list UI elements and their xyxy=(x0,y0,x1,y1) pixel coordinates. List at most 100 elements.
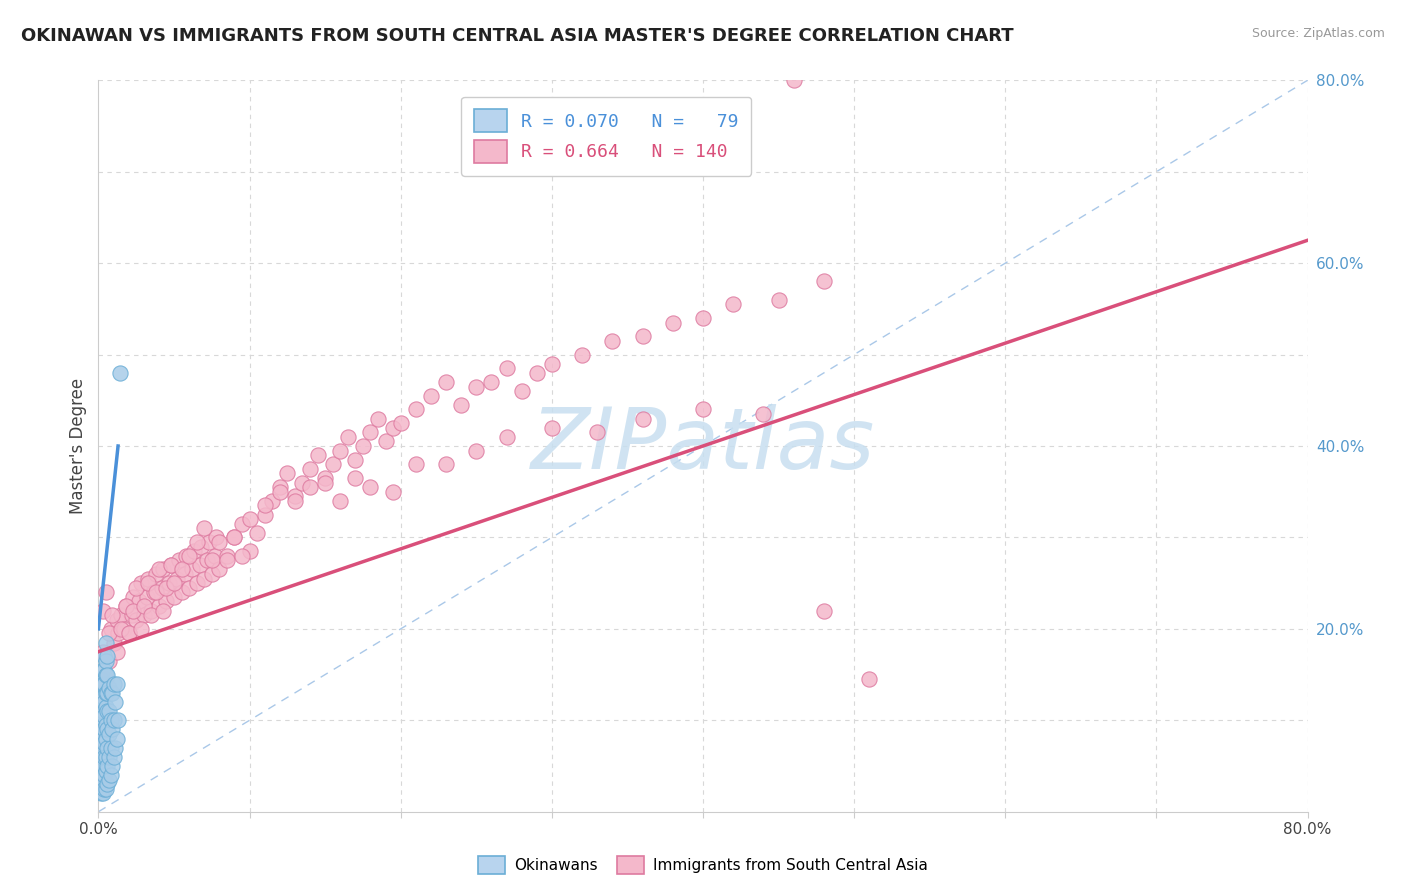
Point xyxy=(91,645,114,659)
Point xyxy=(692,310,714,325)
Point xyxy=(96,649,118,664)
Point xyxy=(495,430,517,444)
Point xyxy=(163,590,186,604)
Point xyxy=(125,581,148,595)
Point xyxy=(136,572,159,586)
Point xyxy=(90,777,112,791)
Point xyxy=(231,549,253,563)
Point xyxy=(96,723,118,737)
Point xyxy=(314,471,336,485)
Point xyxy=(98,626,121,640)
Point xyxy=(98,749,121,764)
Point xyxy=(105,645,128,659)
Point xyxy=(329,494,352,508)
Point xyxy=(215,553,238,567)
Point xyxy=(465,443,488,458)
Point xyxy=(91,663,114,677)
Point xyxy=(159,576,181,591)
Point xyxy=(813,275,835,289)
Point xyxy=(100,686,122,700)
Point xyxy=(122,590,145,604)
Point xyxy=(336,430,359,444)
Point xyxy=(495,361,517,376)
Point xyxy=(104,695,127,709)
Point xyxy=(135,590,157,604)
Point xyxy=(91,718,114,732)
Point xyxy=(100,714,122,728)
Point xyxy=(322,457,344,471)
Point xyxy=(208,562,231,576)
Point xyxy=(118,626,141,640)
Point xyxy=(121,608,143,623)
Point xyxy=(299,462,322,476)
Point xyxy=(89,745,111,759)
Point xyxy=(103,749,125,764)
Point xyxy=(224,530,246,544)
Point xyxy=(692,402,714,417)
Point xyxy=(141,608,163,623)
Point xyxy=(276,467,298,481)
Point xyxy=(94,667,117,681)
Point xyxy=(89,781,111,796)
Point xyxy=(253,508,276,522)
Point xyxy=(602,334,624,348)
Point xyxy=(246,525,269,540)
Point xyxy=(405,457,427,471)
Point xyxy=(94,764,117,778)
Point xyxy=(571,347,593,362)
Point xyxy=(93,649,115,664)
Point xyxy=(284,494,307,508)
Text: Source: ZipAtlas.com: Source: ZipAtlas.com xyxy=(1251,27,1385,40)
Point xyxy=(90,699,112,714)
Point xyxy=(94,749,117,764)
Point xyxy=(96,704,118,718)
Point xyxy=(145,585,167,599)
Point xyxy=(190,540,212,554)
Point xyxy=(540,421,562,435)
Y-axis label: Master's Degree: Master's Degree xyxy=(69,378,87,514)
Point xyxy=(91,603,114,617)
Point xyxy=(98,704,121,718)
Point xyxy=(104,740,127,755)
Point xyxy=(170,562,193,576)
Point xyxy=(89,727,111,741)
Point xyxy=(98,654,121,668)
Point xyxy=(179,581,201,595)
Point xyxy=(174,549,197,563)
Point xyxy=(90,749,112,764)
Point xyxy=(125,613,148,627)
Point xyxy=(768,293,790,307)
Point xyxy=(224,530,246,544)
Point xyxy=(231,516,253,531)
Point xyxy=(148,599,170,613)
Point xyxy=(389,416,412,430)
Point xyxy=(420,389,443,403)
Point xyxy=(465,379,488,393)
Point xyxy=(141,603,163,617)
Point xyxy=(107,714,129,728)
Point xyxy=(93,676,115,690)
Point xyxy=(329,443,352,458)
Point xyxy=(89,768,111,782)
Point xyxy=(586,425,609,440)
Point xyxy=(374,434,396,449)
Point xyxy=(434,457,457,471)
Point xyxy=(103,714,125,728)
Point xyxy=(122,603,145,617)
Point xyxy=(195,553,218,567)
Point xyxy=(91,676,114,690)
Point xyxy=(183,544,205,558)
Point xyxy=(299,480,322,494)
Point xyxy=(360,425,382,440)
Point xyxy=(96,740,118,755)
Point xyxy=(253,499,276,513)
Point xyxy=(481,375,503,389)
Point xyxy=(103,676,125,690)
Point xyxy=(90,714,112,728)
Point xyxy=(105,731,128,746)
Point xyxy=(631,329,654,343)
Point xyxy=(269,480,291,494)
Point xyxy=(188,558,211,572)
Point xyxy=(94,718,117,732)
Point xyxy=(96,686,118,700)
